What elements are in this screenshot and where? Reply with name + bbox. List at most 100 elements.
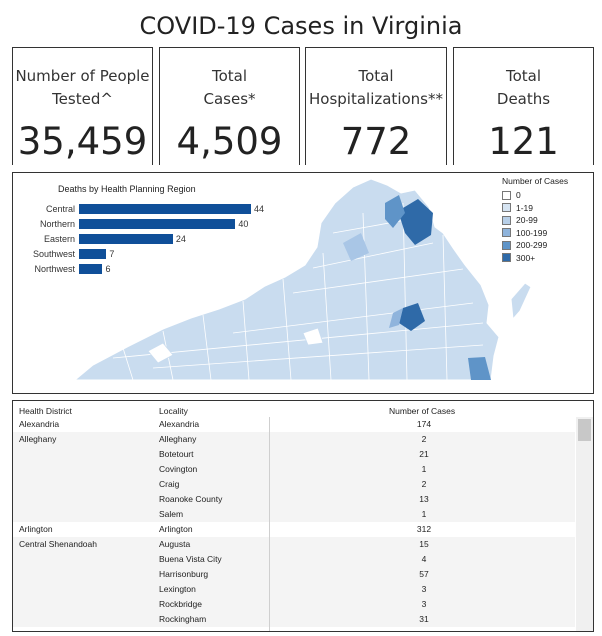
- locality-cell: Craig: [159, 479, 180, 489]
- cases-card[interactable]: Total Cases* 4,509: [159, 47, 300, 165]
- locality-cell: Salem: [159, 509, 184, 519]
- white-county[interactable]: [147, 342, 174, 364]
- cases-cell: 4: [421, 554, 427, 564]
- header-locality[interactable]: Locality: [159, 406, 188, 416]
- locality-cell: Alleghany: [159, 434, 197, 444]
- hospitalizations-card[interactable]: Total Hospitalizations** 772: [305, 47, 447, 165]
- region-northern-virginia[interactable]: [398, 199, 433, 245]
- table-header: Health District Locality Number of Cases: [13, 404, 573, 416]
- legend-swatch: [502, 215, 511, 225]
- locality-cell: Covington: [159, 464, 198, 474]
- table-row[interactable]: Buena Vista City 4: [13, 552, 575, 567]
- bar-category-label: Northern: [39, 219, 75, 229]
- bar-northern[interactable]: [79, 219, 236, 229]
- deaths-value: 121: [488, 120, 559, 163]
- cases-cell: 13: [419, 494, 429, 504]
- tested-label: Number of People Tested^: [15, 67, 150, 108]
- legend-swatch: [502, 203, 511, 213]
- deaths-card[interactable]: Total Deaths 121: [453, 47, 594, 165]
- cases-cell: 21: [419, 449, 429, 459]
- locality-cell: Rockbridge: [159, 599, 202, 609]
- bar-value-label: 6: [105, 264, 111, 274]
- scrollbar-thumb[interactable]: [578, 419, 591, 441]
- dashboard-title: COVID-19 Cases in Virginia: [139, 12, 463, 40]
- legend-swatch: [502, 228, 511, 238]
- bar-central[interactable]: [79, 204, 251, 214]
- locality-cell: Lexington: [159, 584, 196, 594]
- table-row[interactable]: Arlington Arlington 312: [13, 522, 575, 537]
- legend-item[interactable]: 20-99: [502, 214, 568, 227]
- cases-label: Total Cases*: [203, 67, 256, 108]
- cases-cell: 31: [419, 614, 429, 624]
- region-richmond[interactable]: [399, 303, 425, 331]
- cases-value: 4,509: [176, 120, 283, 163]
- table-row[interactable]: Alexandria Alexandria 174: [13, 417, 575, 432]
- district-cell: Alleghany: [19, 434, 57, 444]
- table-row[interactable]: Roanoke County 13: [13, 492, 575, 507]
- region-northern-outer[interactable]: [385, 195, 405, 228]
- cases-cell: 312: [416, 524, 432, 534]
- district-cell: Central Shenandoah: [19, 539, 97, 549]
- cases-table: Health District Locality Number of Cases…: [12, 400, 594, 632]
- legend-label: 1-19: [516, 202, 534, 213]
- bar-northwest[interactable]: [79, 264, 103, 274]
- virginia-map[interactable]: [13, 173, 595, 395]
- table-row[interactable]: Salem 1: [13, 507, 575, 522]
- legend-title: Number of Cases: [502, 176, 569, 186]
- legend-item[interactable]: 1-19: [502, 202, 568, 215]
- table-row[interactable]: Craig 2: [13, 477, 575, 492]
- table-row[interactable]: Lexington 3: [13, 582, 575, 597]
- bar-category-label: Northwest: [34, 264, 75, 274]
- locality-cell: Rockingham: [159, 614, 207, 624]
- region-richmond-outer[interactable]: [389, 308, 403, 328]
- locality-cell: Botetourt: [159, 449, 194, 459]
- bar-value-label: 7: [109, 249, 115, 259]
- bar-category-label: Eastern: [43, 234, 75, 244]
- district-cell: Arlington: [19, 524, 53, 534]
- legend-label: 100-199: [516, 227, 548, 238]
- table-row[interactable]: Botetourt 21: [13, 447, 575, 462]
- hospitalizations-label: Total Hospitalizations**: [309, 67, 443, 108]
- table-body: Alexandria Alexandria 174 Alleghany Alleghan…: [13, 417, 575, 627]
- table-row[interactable]: Covington 1: [13, 462, 575, 477]
- locality-cell: Roanoke County: [159, 494, 223, 504]
- legend-swatch: [502, 240, 511, 250]
- virginia-state-shape[interactable]: [73, 178, 500, 381]
- scrollbar-track[interactable]: [576, 417, 593, 631]
- legend-item[interactable]: 0: [502, 189, 568, 202]
- legend-item[interactable]: 300+: [502, 252, 568, 265]
- table-row[interactable]: Harrisonburg 57: [13, 567, 575, 582]
- locality-cell: Arlington: [159, 524, 193, 534]
- cases-cell: 1: [421, 509, 427, 519]
- header-health-district[interactable]: Health District: [19, 406, 72, 416]
- region-eastern-mid[interactable]: [343, 233, 369, 261]
- legend-item[interactable]: 100-199: [502, 227, 568, 240]
- legend-label: 200-299: [516, 240, 548, 251]
- cases-cell: 2: [421, 479, 427, 489]
- cases-cell: 57: [419, 569, 429, 579]
- district-cell: Alexandria: [19, 419, 60, 429]
- locality-cell: Harrisonburg: [159, 569, 209, 579]
- hospitalizations-value: 772: [340, 120, 412, 163]
- locality-cell: Augusta: [159, 539, 191, 549]
- bar-value-label: 40: [238, 219, 249, 229]
- cases-cell: 1: [421, 464, 427, 474]
- bar-value-label: 44: [254, 204, 265, 214]
- legend-label: 20-99: [516, 215, 538, 226]
- bar-southwest[interactable]: [79, 249, 107, 259]
- table-row[interactable]: Rockingham 31: [13, 612, 575, 627]
- table-row[interactable]: Rockbridge 3: [13, 597, 575, 612]
- eastern-shore-shape[interactable]: [510, 282, 532, 321]
- map-legend: Number of Cases 0 1-19 20-99 100-199 200-299…: [502, 176, 568, 264]
- region-hampton-roads[interactable]: [468, 357, 491, 380]
- legend-item[interactable]: 200-299: [502, 239, 568, 252]
- column-divider: [269, 417, 270, 631]
- locality-cell: Buena Vista City: [159, 554, 222, 564]
- white-county[interactable]: [302, 327, 324, 346]
- bar-eastern[interactable]: [79, 234, 173, 244]
- table-row[interactable]: Central Shenandoah Augusta 15: [13, 537, 575, 552]
- table-row[interactable]: Alleghany Alleghany 2: [13, 432, 575, 447]
- deaths-label: Total Deaths: [496, 67, 551, 108]
- tested-card[interactable]: Number of People Tested^ 35,459: [12, 47, 153, 165]
- header-number-of-cases[interactable]: Number of Cases: [389, 406, 456, 416]
